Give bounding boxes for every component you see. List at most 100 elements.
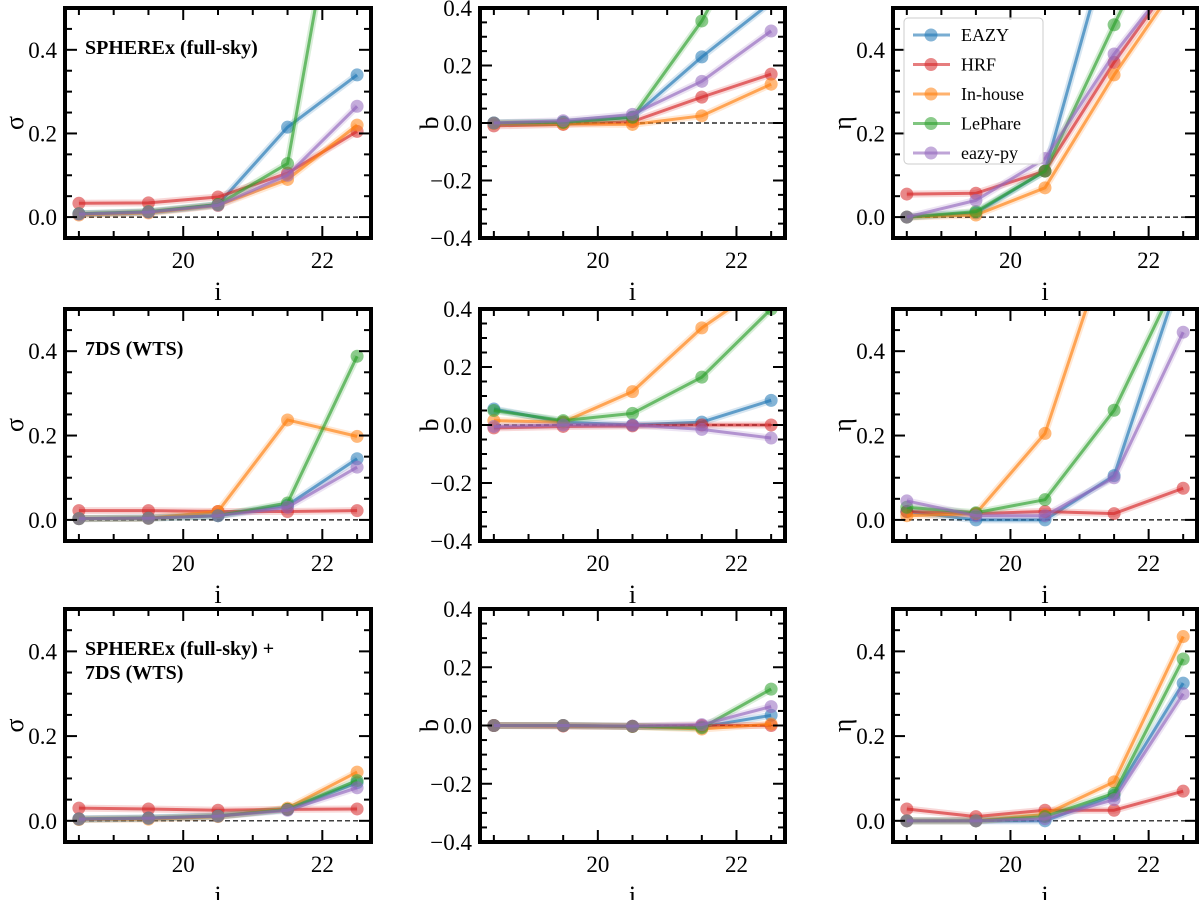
- data-point-hrf: [1176, 481, 1190, 495]
- x-tick-label: 20: [999, 248, 1022, 273]
- error-band-lephare: [493, 309, 774, 425]
- axes-frame: [891, 307, 1199, 543]
- axes-frame: [63, 307, 373, 543]
- panel-title-line: SPHEREx (full-sky): [85, 37, 258, 59]
- y-tick-label: −0.2: [430, 471, 472, 496]
- data-point-lephare: [1107, 18, 1121, 32]
- x-axis-label: i: [629, 881, 636, 900]
- subplot-2-2: 20 22 0.0 0.2 0.4 i η: [828, 607, 1199, 900]
- data-point-eazy-py: [72, 207, 86, 221]
- y-tick-label: 0.4: [856, 38, 885, 63]
- panel-title-line: 7DS (WTS): [85, 662, 183, 684]
- y-tick-label: −0.2: [430, 772, 472, 797]
- data-point-in-house: [695, 321, 709, 335]
- y-tick-label: 0.0: [28, 205, 57, 230]
- data-point-hrf: [764, 67, 778, 81]
- data-point-lephare: [626, 406, 639, 420]
- legend: EAZY HRF In-house LePhare eazy-py: [903, 17, 1044, 165]
- x-tick-label: 20: [999, 551, 1022, 576]
- y-tick-label: 0.2: [856, 724, 885, 749]
- x-tick-label: 22: [311, 852, 334, 877]
- data-point-eazy-py: [764, 24, 778, 38]
- y-tick-label: 0.4: [28, 339, 57, 364]
- data-point-eazy-py: [72, 812, 86, 826]
- x-tick-label: 22: [311, 551, 334, 576]
- data-point-in-house: [764, 77, 778, 91]
- x-axis-label: i: [214, 277, 221, 306]
- x-tick-label: 20: [172, 551, 195, 576]
- data-point-eazy-py: [626, 418, 639, 432]
- data-point-eazy-py: [1107, 47, 1121, 61]
- y-tick-label: 0.0: [28, 508, 57, 533]
- data-point-eazy-py: [695, 74, 709, 88]
- subplot-1-1: 20 22 −0.4 −0.2 0.0 0.2 0.4 i b: [415, 274, 787, 609]
- data-point-lephare: [695, 370, 709, 384]
- data-point-eazy-py: [1107, 793, 1121, 807]
- data-point-eazy-py: [487, 719, 501, 732]
- y-tick-label: 0.0: [28, 809, 57, 834]
- series-group: [487, 682, 778, 736]
- x-tick-label: 22: [1137, 248, 1160, 273]
- y-axis-label: b: [415, 719, 444, 732]
- subplot-0-0: 20 22 0.0 0.2 0.4 i σ SPHEREx (full-sky): [0, 6, 373, 306]
- y-tick-label: 0.4: [443, 0, 472, 21]
- y-axis-label: b: [415, 419, 444, 432]
- axes-frame: [63, 6, 373, 240]
- y-tick-label: 0.4: [28, 639, 57, 664]
- axes-frame: [478, 307, 787, 543]
- data-point-eazy-py: [969, 193, 983, 207]
- data-point-eazy-py: [211, 509, 225, 523]
- x-axis-label: i: [1041, 580, 1048, 609]
- data-point-in-house: [626, 385, 639, 399]
- data-point-eazy-py: [281, 500, 295, 514]
- data-point-eazy-py: [1176, 325, 1190, 339]
- legend-box: [903, 17, 1044, 165]
- data-point-eazy-py: [211, 198, 225, 212]
- y-tick-label: 0.2: [28, 424, 57, 449]
- y-axis-label: b: [415, 117, 444, 130]
- y-tick-label: 0.2: [443, 54, 472, 79]
- y-tick-label: 0.2: [856, 424, 885, 449]
- data-point-eazy-py: [695, 422, 709, 436]
- legend-label: HRF: [961, 55, 996, 75]
- legend-marker-hrf: [924, 58, 938, 71]
- y-tick-label: 0.4: [856, 339, 885, 364]
- series-line-lephare: [906, 658, 1185, 823]
- y-tick-label: 0.4: [856, 639, 885, 664]
- data-point-eazy-py: [900, 494, 914, 508]
- y-tick-label: 0.0: [443, 413, 472, 438]
- data-point-eazy-py: [1038, 812, 1052, 826]
- data-point-eazy-py: [487, 116, 501, 130]
- data-point-in-house: [765, 274, 778, 287]
- data-point-in-house: [1177, 92, 1190, 105]
- data-point-eazy-py: [281, 803, 295, 817]
- data-point-eazy-py: [1107, 471, 1121, 485]
- panel-title: 7DS (WTS): [85, 338, 183, 360]
- series-group: [487, 274, 778, 445]
- data-point-lephare: [695, 14, 709, 28]
- y-tick-label: 0.2: [28, 724, 57, 749]
- y-tick-label: 0.0: [856, 809, 885, 834]
- y-tick-label: 0.2: [856, 121, 885, 146]
- data-point-eazy-py: [1176, 687, 1190, 701]
- y-axis-label: σ: [0, 418, 29, 432]
- data-point-lephare: [1177, 260, 1190, 273]
- data-point-eazy-py: [281, 168, 295, 182]
- x-axis-label: i: [629, 277, 636, 306]
- x-tick-label: 22: [725, 551, 748, 576]
- series-line-in-house: [78, 418, 358, 521]
- data-point-lephare: [350, 349, 364, 363]
- y-axis-label: η: [828, 116, 857, 130]
- x-tick-label: 20: [586, 551, 609, 576]
- subplot-1-2: 20 22 0.0 0.2 0.4 i η: [828, 92, 1199, 609]
- data-point-eazy-py: [695, 718, 709, 732]
- error-band-in-house: [906, 635, 1187, 825]
- y-axis-label: σ: [0, 718, 29, 732]
- data-point-lephare: [1176, 652, 1190, 666]
- data-point-eazy-py: [764, 700, 778, 714]
- data-point-in-house: [281, 413, 295, 427]
- y-tick-label: 0.4: [443, 297, 472, 322]
- data-point-lephare: [281, 157, 295, 171]
- y-axis-label: σ: [0, 116, 29, 130]
- y-tick-label: 0.4: [443, 597, 472, 622]
